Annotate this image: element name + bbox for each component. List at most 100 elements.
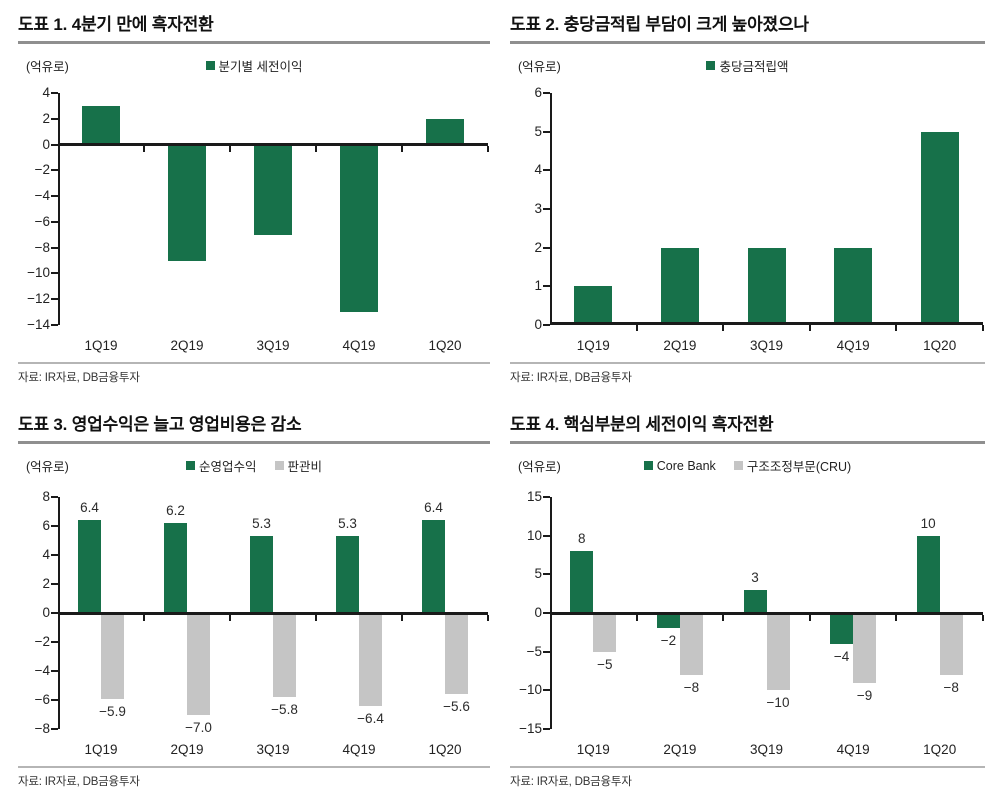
- legend-item: 구조조정부문(CRU): [733, 456, 851, 475]
- value-label: −5.9: [99, 703, 126, 719]
- x-axis-line: [550, 322, 983, 325]
- y-axis-tick-label: −6: [34, 692, 50, 707]
- y-axis-tick: [51, 554, 58, 556]
- legend-item: 순영업수익: [185, 456, 257, 475]
- bar: [830, 613, 854, 644]
- source-divider: [18, 362, 490, 364]
- legend-label: 순영업수익: [198, 460, 257, 474]
- bar: [574, 286, 613, 325]
- y-axis-tick: [543, 92, 550, 94]
- y-axis-unit-label: (억유로): [26, 60, 69, 74]
- x-axis-tick: [143, 146, 145, 153]
- x-axis-category-label: 3Q19: [256, 742, 290, 757]
- x-axis-tick: [635, 325, 638, 331]
- source-note: 자료: IR자료, DB금융투자: [18, 372, 140, 384]
- bar: [920, 131, 959, 325]
- x-axis-line: [58, 143, 488, 147]
- y-axis-tick: [543, 324, 550, 326]
- y-axis-tick-label: 0: [534, 317, 542, 332]
- bar: [939, 613, 963, 675]
- x-axis-category-label: 4Q19: [342, 338, 376, 353]
- x-axis-tick: [895, 614, 898, 621]
- y-axis-tick-label: −10: [519, 682, 542, 698]
- x-axis-category-label: 1Q19: [84, 742, 118, 757]
- title-underline: [510, 441, 985, 444]
- legend: 순영업수익 판관비: [18, 456, 490, 475]
- y-axis-tick: [51, 324, 58, 326]
- y-axis-tick: [543, 689, 550, 692]
- x-axis-labels: 1Q19 2Q19 3Q19 4Q19 1Q20: [550, 742, 983, 759]
- y-axis-tick-label: 0: [42, 605, 50, 620]
- x-axis-category-label: 1Q20: [428, 742, 462, 757]
- source-note: 자료: IR자료, DB금융투자: [510, 776, 632, 788]
- plot-area: 0 1 2 3 4 5 6: [534, 85, 984, 332]
- legend-item: Core Bank: [643, 456, 716, 475]
- legend-label: 충당금적립액: [719, 60, 789, 74]
- x-axis-tick: [487, 146, 489, 153]
- y-axis-tick-label: 3: [534, 201, 542, 216]
- legend-swatch-icon: [733, 461, 743, 470]
- y-axis-tick-label: −15: [519, 721, 542, 736]
- x-axis-category-label: 3Q19: [256, 338, 290, 353]
- value-label: −4: [833, 648, 850, 664]
- y-axis-tick: [51, 246, 58, 249]
- value-label: −5.6: [443, 699, 470, 715]
- chart-panel-4: 도표 4. 핵심부분의 세전이익 흑자전환 (억유로) Core Bank 구조조…: [510, 414, 985, 789]
- y-axis-tick-label: −6: [34, 213, 50, 229]
- y-axis-tick-label: −14: [27, 317, 50, 332]
- title-underline: [510, 41, 985, 44]
- x-axis-category-label: 2Q19: [170, 338, 204, 353]
- title-underline: [18, 441, 490, 444]
- bar: [426, 118, 464, 145]
- y-axis-tick-label: −12: [27, 291, 50, 307]
- y-axis-tick: [543, 573, 550, 576]
- y-axis-tick-label: 5: [534, 566, 542, 582]
- legend: 충당금적립액: [510, 56, 985, 75]
- bar: [916, 535, 940, 613]
- y-axis-tick: [543, 130, 550, 133]
- value-label: 6.2: [166, 503, 185, 519]
- legend-item: 판관비: [274, 456, 322, 475]
- x-axis-tick: [982, 614, 984, 621]
- y-axis-tick: [51, 670, 58, 672]
- y-axis-tick: [51, 612, 58, 614]
- plot-header: (억유로) 충당금적립액: [510, 55, 985, 75]
- legend-swatch-icon: [185, 461, 195, 470]
- x-axis-category-label: 1Q20: [923, 742, 957, 757]
- value-label: −6.4: [357, 710, 384, 726]
- bar: [273, 613, 296, 698]
- bar: [570, 551, 594, 613]
- x-axis-tick: [808, 614, 811, 621]
- source-divider: [18, 766, 490, 768]
- bar: [660, 247, 699, 325]
- x-axis-category-label: 2Q19: [663, 338, 697, 353]
- y-axis-tick-label: −4: [34, 188, 50, 204]
- value-label: 3: [751, 569, 759, 585]
- y-axis-tick-label: 6: [534, 85, 542, 100]
- plot-header: (억유로) 분기별 세전이익: [18, 55, 490, 74]
- bar: [78, 520, 101, 613]
- y-axis-tick-label: 4: [534, 162, 542, 178]
- y-axis-tick-label: 4: [42, 547, 50, 562]
- y-axis-tick-label: −2: [34, 634, 50, 649]
- y-axis-tick: [543, 728, 550, 730]
- y-axis-tick: [543, 246, 550, 249]
- value-label: −5: [597, 656, 613, 672]
- bar: [679, 613, 703, 675]
- legend-label: Core Bank: [656, 458, 716, 473]
- value-label: 5.3: [252, 516, 271, 532]
- legend-label: 분기별 세전이익: [218, 60, 303, 74]
- x-axis-category-label: 4Q19: [342, 742, 376, 757]
- bar: [359, 613, 382, 706]
- bar: [82, 105, 120, 145]
- legend-swatch-icon: [205, 61, 215, 70]
- x-axis-tick: [315, 146, 317, 153]
- source-divider: [510, 766, 985, 768]
- chart-title: 도표 4. 핵심부분의 세전이익 흑자전환: [510, 415, 774, 434]
- value-label: 6.4: [80, 500, 99, 516]
- bar: [743, 589, 767, 613]
- source-note: 자료: IR자료, DB금융투자: [510, 372, 632, 384]
- y-axis-tick-label: 1: [534, 278, 542, 294]
- bar: [250, 536, 273, 613]
- legend-swatch-icon: [643, 461, 653, 470]
